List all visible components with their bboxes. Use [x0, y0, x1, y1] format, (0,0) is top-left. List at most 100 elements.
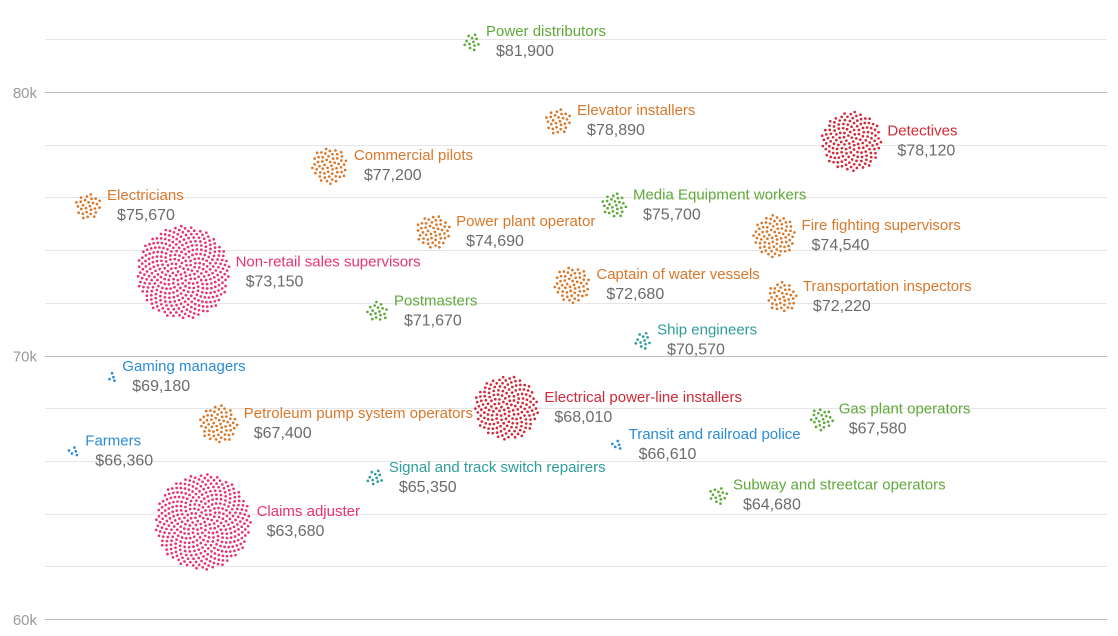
cluster-dot	[862, 130, 866, 134]
occupation-cluster[interactable]: Fire fighting supervisors$74,540	[752, 214, 961, 259]
occupation-cluster[interactable]: Commercial pilots$77,200	[310, 147, 473, 186]
cluster-dot	[243, 540, 246, 543]
occupation-cluster[interactable]: Gaming managers$69,180	[108, 358, 246, 395]
occupation-cluster[interactable]: Non-retail sales supervisors$73,150	[136, 224, 421, 320]
cluster-dot	[768, 291, 772, 295]
cluster-dot	[173, 519, 177, 522]
occupation-cluster[interactable]: Detectives$78,120	[820, 110, 958, 173]
cluster-dot	[217, 283, 221, 287]
cluster-dot	[441, 241, 445, 245]
cluster-dot	[216, 534, 220, 538]
cluster-dot	[199, 240, 202, 243]
cluster-dot	[820, 414, 824, 417]
cluster-dot	[208, 251, 212, 255]
cluster-dot	[192, 286, 196, 290]
cluster-dot	[433, 230, 437, 234]
cluster-dot	[210, 305, 213, 308]
cluster-dot	[224, 480, 228, 484]
cluster-dot	[488, 395, 491, 399]
occupation-cluster[interactable]: Captain of water vessels$72,680	[553, 266, 760, 305]
cluster-dot	[180, 500, 183, 504]
cluster-dot	[167, 278, 171, 282]
cluster-dot	[201, 286, 205, 290]
occupation-cluster[interactable]: Farmers$66,360	[67, 432, 154, 469]
cluster-dot	[620, 196, 624, 200]
cluster-dot	[335, 157, 339, 160]
cluster-dot	[782, 309, 786, 313]
cluster-dot	[770, 236, 774, 240]
cluster-dot	[166, 247, 169, 251]
cluster-dot	[217, 485, 221, 489]
cluster-dot	[214, 285, 217, 289]
cluster-dot	[524, 393, 528, 396]
cluster-dot	[439, 219, 442, 222]
cluster-dot	[189, 259, 192, 263]
cluster-dot	[207, 433, 211, 437]
cluster-dot	[185, 563, 189, 567]
cluster-dot	[477, 43, 480, 46]
occupation-cluster[interactable]: Elevator installers$78,890	[545, 102, 695, 139]
cluster-dot	[417, 237, 421, 241]
cluster-dot	[856, 155, 860, 159]
occupation-cluster[interactable]: Signal and track switch repairers$65,350	[366, 459, 606, 496]
cluster-dot	[877, 146, 881, 150]
cluster-dot	[75, 200, 78, 204]
occupation-cluster[interactable]: Power plant operator$74,690	[416, 213, 596, 250]
cluster-dot	[179, 540, 183, 543]
cluster-dot	[205, 287, 209, 290]
cluster-dot	[70, 452, 74, 455]
cluster-dot	[371, 478, 375, 482]
occupation-cluster[interactable]: Ship engineers$70,570	[634, 321, 757, 358]
occupation-cluster[interactable]: Petroleum pump system operators$67,400	[199, 404, 473, 444]
cluster-dot	[209, 543, 213, 547]
occupation-cluster[interactable]: Media Equipment workers$75,700	[601, 186, 806, 223]
cluster-dot	[638, 333, 642, 336]
cluster-dot	[216, 548, 220, 552]
cluster-dot	[562, 130, 566, 134]
cluster-dot	[343, 168, 347, 172]
cluster-dot	[502, 400, 505, 404]
cluster-dot	[140, 262, 144, 265]
cluster-dot	[197, 548, 201, 551]
cluster-dot	[325, 179, 329, 183]
cluster-dot	[176, 278, 180, 282]
cluster-dot	[214, 304, 218, 307]
cluster-dot	[93, 207, 97, 210]
cluster-dot	[869, 151, 873, 155]
cluster-dot	[486, 417, 490, 421]
cluster-dot	[476, 411, 480, 414]
cluster-dot	[846, 167, 849, 171]
occupation-cluster[interactable]: Subway and streetcar operators$64,680	[709, 477, 946, 514]
occupation-cluster[interactable]: Transportation inspectors$72,220	[767, 278, 972, 315]
cluster-dot	[77, 211, 81, 215]
cluster-dot	[184, 241, 188, 245]
occupation-cluster[interactable]: Electrical power-line installers$68,010	[474, 375, 742, 441]
cluster-dot	[616, 207, 619, 211]
cluster-dot	[522, 388, 526, 391]
cluster-dot	[319, 179, 323, 182]
occupation-cluster[interactable]: Electricians$75,670	[75, 187, 184, 224]
occupation-cluster[interactable]: Claims adjuster$63,680	[154, 473, 360, 571]
occupation-cluster[interactable]: Gas plant operators$67,580	[809, 400, 971, 437]
cluster-dot	[191, 253, 194, 257]
cluster-dot	[204, 483, 208, 486]
cluster-dot	[845, 152, 848, 155]
cluster-dot	[420, 226, 423, 230]
cluster-dot	[483, 386, 487, 390]
occupation-cluster[interactable]: Postmasters$71,670	[366, 292, 477, 329]
cluster-dot	[841, 154, 845, 158]
cluster-dot	[555, 125, 558, 129]
cluster-dot	[421, 230, 425, 234]
cluster-dot	[202, 415, 206, 419]
cluster-dot	[838, 136, 842, 140]
cluster-dot	[197, 503, 201, 507]
cluster-dot	[227, 523, 230, 527]
cluster-dot	[161, 517, 164, 521]
cluster-dot	[829, 132, 833, 136]
occupation-name-label: Electricians	[107, 187, 184, 204]
cluster-dot	[553, 285, 557, 289]
occupation-cluster[interactable]: Power distributors$81,900	[463, 23, 606, 60]
occupation-cluster[interactable]: Transit and railroad police$66,610	[610, 426, 801, 463]
cluster-dot	[326, 166, 329, 170]
cluster-dot	[371, 317, 374, 321]
